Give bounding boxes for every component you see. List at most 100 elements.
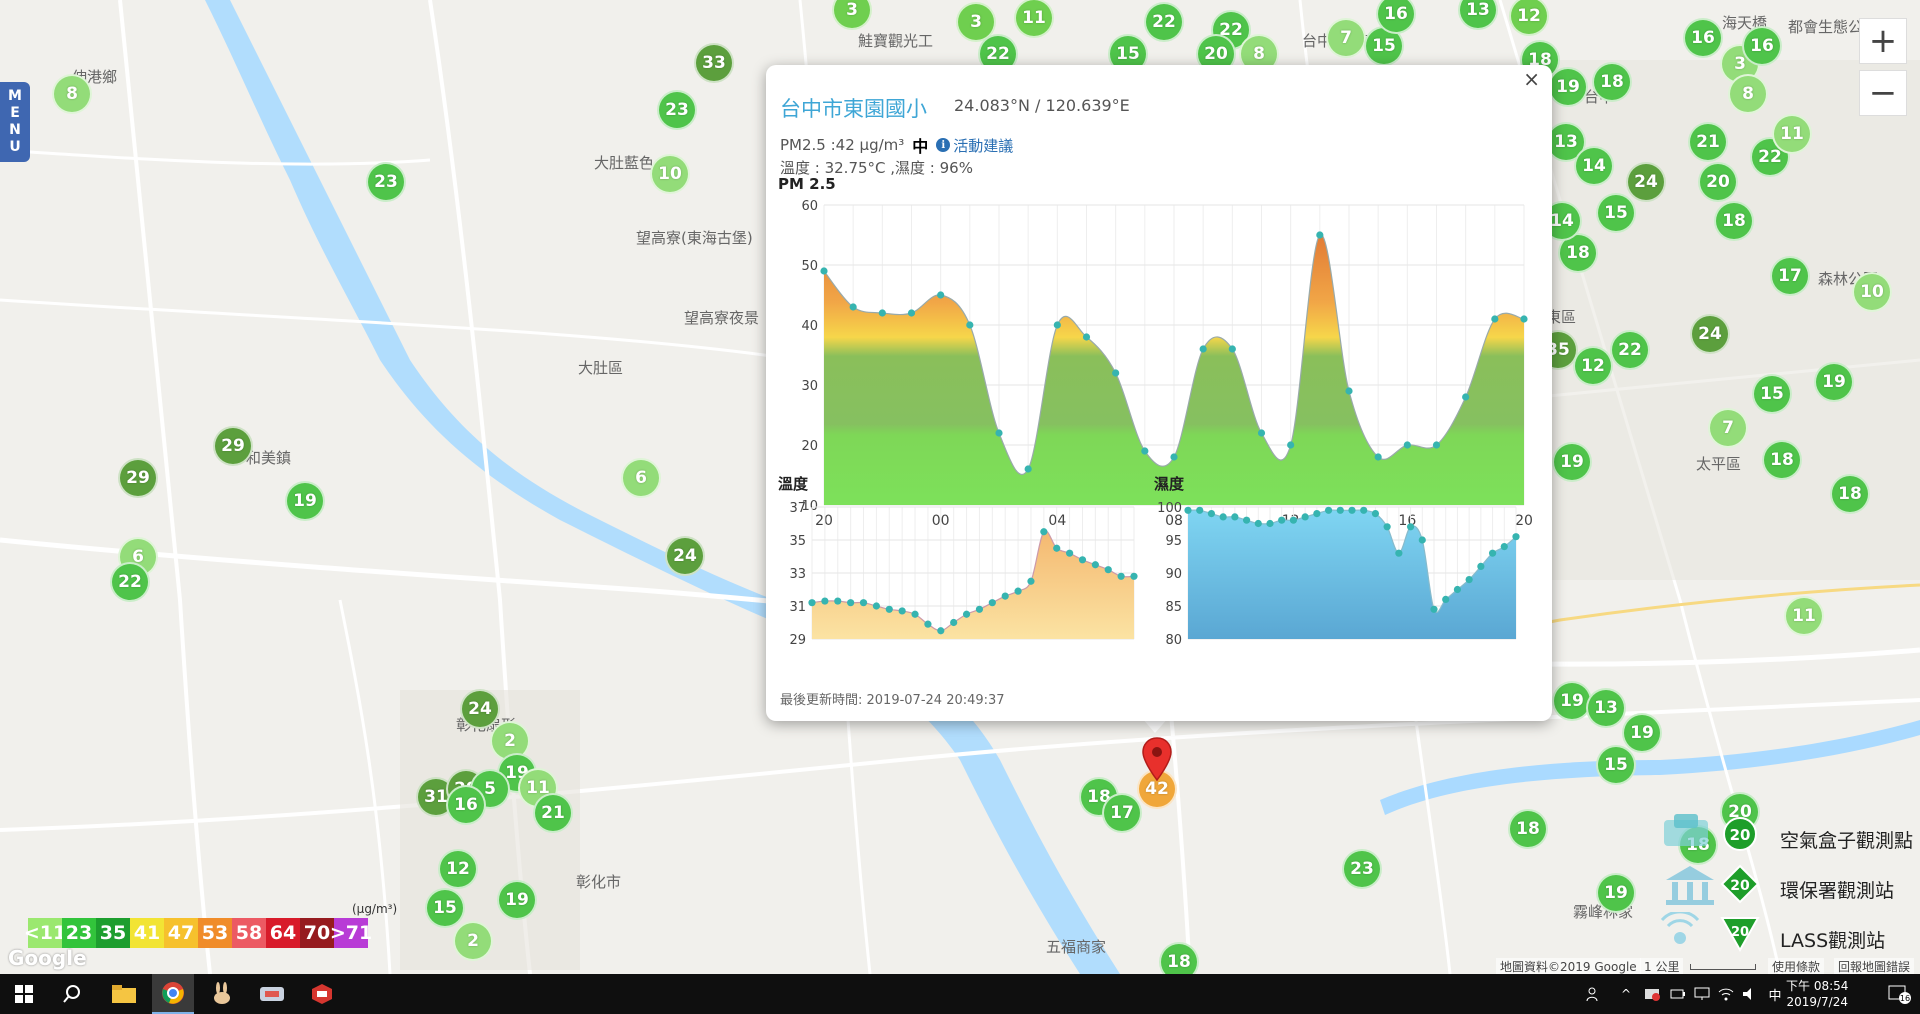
sensor-marker[interactable]: 2 xyxy=(453,921,493,961)
sensor-marker[interactable]: 11 xyxy=(1784,596,1824,636)
sensor-marker[interactable]: 16 xyxy=(446,785,486,825)
chevron-up-icon[interactable]: ^ xyxy=(1620,987,1632,1001)
sensor-marker[interactable]: 18 xyxy=(1714,201,1754,241)
sensor-marker[interactable]: 18 xyxy=(1762,440,1802,480)
sensor-marker[interactable]: 12 xyxy=(1509,0,1549,36)
file-explorer-icon[interactable] xyxy=(106,974,142,1014)
sensor-marker[interactable]: 18 xyxy=(1558,233,1598,273)
sensor-marker[interactable]: 16 xyxy=(1742,26,1782,66)
menu-button[interactable]: M E N U xyxy=(0,82,30,162)
security-icon[interactable] xyxy=(1642,974,1662,1014)
sensor-marker[interactable]: 8 xyxy=(1728,74,1768,114)
sensor-marker[interactable]: 18 xyxy=(1159,942,1199,974)
sensor-marker[interactable]: 19 xyxy=(285,481,325,521)
display-icon[interactable] xyxy=(1692,974,1712,1014)
legend-epa[interactable]: 20 環保署觀測站 xyxy=(1660,862,1920,912)
sensor-marker[interactable]: 10 xyxy=(1852,272,1892,312)
sensor-marker[interactable]: 24 xyxy=(665,536,705,576)
people-icon[interactable] xyxy=(1582,974,1606,1014)
sensor-marker[interactable]: 24 xyxy=(1690,314,1730,354)
sensor-marker[interactable]: 10 xyxy=(650,154,690,194)
windows-start-icon[interactable] xyxy=(8,974,40,1014)
sensor-marker[interactable]: 6 xyxy=(621,458,661,498)
data-point xyxy=(1278,516,1286,524)
sensor-marker[interactable]: 19 xyxy=(1548,67,1588,107)
zoom-out-button[interactable]: − xyxy=(1859,70,1907,116)
battery-icon[interactable] xyxy=(1668,974,1688,1014)
terms-link[interactable]: 使用條款 xyxy=(1768,958,1825,974)
search-icon[interactable] xyxy=(56,974,88,1014)
sensor-marker[interactable]: 12 xyxy=(438,849,478,889)
wifi-icon[interactable] xyxy=(1716,974,1736,1014)
sensor-marker[interactable]: 22 xyxy=(1610,330,1650,370)
sensor-marker[interactable]: 23 xyxy=(657,90,697,130)
app-rabbit-icon[interactable] xyxy=(204,974,240,1014)
sensor-marker[interactable]: 15 xyxy=(1752,374,1792,414)
legend-airbox[interactable]: 20 空氣盒子觀測點 xyxy=(1660,812,1920,862)
sensor-marker[interactable]: 14 xyxy=(1574,146,1614,186)
app-red-icon[interactable] xyxy=(304,974,340,1014)
legend-lass[interactable]: 20 LASS觀測站 xyxy=(1660,912,1920,962)
sensor-marker[interactable]: 22 xyxy=(1750,137,1790,177)
sensor-marker[interactable]: 22 xyxy=(1144,2,1184,42)
sensor-marker[interactable]: 33 xyxy=(694,43,734,83)
sensor-marker[interactable]: 18 xyxy=(1830,474,1870,514)
sensor-marker[interactable]: 7 xyxy=(1326,18,1366,58)
map-canvas[interactable]: 伸港鄉大肚區和美鎮彰化市大肚藍色望高寮(東海古堡)望高寮夜景彰化扇形太平區東區森… xyxy=(0,0,1920,974)
sensor-marker[interactable]: 16 xyxy=(1683,18,1723,58)
map-pin-icon[interactable] xyxy=(1141,736,1173,782)
app-tools-icon[interactable] xyxy=(254,974,290,1014)
sensor-marker[interactable]: 24 xyxy=(460,689,500,729)
clock[interactable]: 下午 08:54 2019/7/24 xyxy=(1786,978,1848,1010)
sensor-marker[interactable]: 23 xyxy=(1342,849,1382,889)
sensor-marker[interactable]: 19 xyxy=(1552,442,1592,482)
data-point xyxy=(1512,533,1520,541)
sensor-marker[interactable]: 11 xyxy=(1772,114,1812,154)
data-point xyxy=(1112,369,1120,377)
sensor-marker[interactable]: 22 xyxy=(110,562,150,602)
station-title[interactable]: 台中市東園國小 xyxy=(780,97,927,121)
sensor-marker[interactable]: 19 xyxy=(497,880,537,920)
activity-advice-link[interactable]: i 活動建議 xyxy=(936,135,1013,156)
sensor-marker[interactable]: 13 xyxy=(1586,688,1626,728)
sensor-marker[interactable]: 13 xyxy=(1458,0,1498,30)
legend-label: 空氣盒子觀測點 xyxy=(1780,830,1914,852)
sensor-marker[interactable]: 19 xyxy=(1622,713,1662,753)
google-logo[interactable]: Google xyxy=(8,946,87,970)
sensor-marker[interactable]: 29 xyxy=(118,458,158,498)
sensor-marker[interactable]: 21 xyxy=(1688,122,1728,162)
sensor-marker[interactable]: 17 xyxy=(1102,793,1142,833)
sensor-marker[interactable]: 18 xyxy=(1079,777,1119,817)
notification-icon[interactable]: 16 xyxy=(1884,974,1914,1014)
volume-icon[interactable] xyxy=(1740,974,1760,1014)
sensor-marker[interactable]: 19 xyxy=(1596,873,1636,913)
place-label: 望高寮(東海古堡) xyxy=(636,229,753,247)
y-tick-label: 60 xyxy=(801,199,818,214)
map-scale-label[interactable]: 1 公里 xyxy=(1640,958,1684,974)
sensor-marker[interactable]: 11 xyxy=(1014,0,1054,38)
close-icon[interactable]: × xyxy=(1523,67,1540,91)
scale-cell: 41 xyxy=(130,918,164,948)
sensor-marker[interactable]: 20 xyxy=(1698,162,1738,202)
sensor-marker[interactable]: 18 xyxy=(1508,809,1548,849)
sensor-marker[interactable]: 21 xyxy=(533,793,573,833)
sensor-marker[interactable]: 15 xyxy=(425,888,465,928)
sensor-marker[interactable]: 19 xyxy=(1814,362,1854,402)
sensor-marker[interactable]: 12 xyxy=(1573,346,1613,386)
ime-indicator[interactable]: 中 xyxy=(1768,988,1782,1004)
sensor-marker[interactable]: 15 xyxy=(1596,745,1636,785)
report-error-link[interactable]: 回報地圖錯誤 xyxy=(1834,958,1915,974)
sensor-marker[interactable]: 18 xyxy=(1592,62,1632,102)
sensor-marker[interactable]: 17 xyxy=(1770,256,1810,296)
sensor-marker[interactable]: 19 xyxy=(1552,681,1592,721)
sensor-marker[interactable]: 23 xyxy=(366,162,406,202)
sensor-marker[interactable]: 15 xyxy=(1596,193,1636,233)
sensor-marker[interactable]: 8 xyxy=(52,74,92,114)
sensor-marker[interactable]: 7 xyxy=(1708,408,1748,448)
chrome-icon[interactable] xyxy=(152,974,194,1014)
sensor-marker[interactable]: 24 xyxy=(1626,162,1666,202)
data-point xyxy=(1403,441,1411,449)
zoom-in-button[interactable]: + xyxy=(1859,18,1907,64)
sensor-marker[interactable]: 16 xyxy=(1376,0,1416,34)
sensor-marker[interactable]: 29 xyxy=(213,426,253,466)
